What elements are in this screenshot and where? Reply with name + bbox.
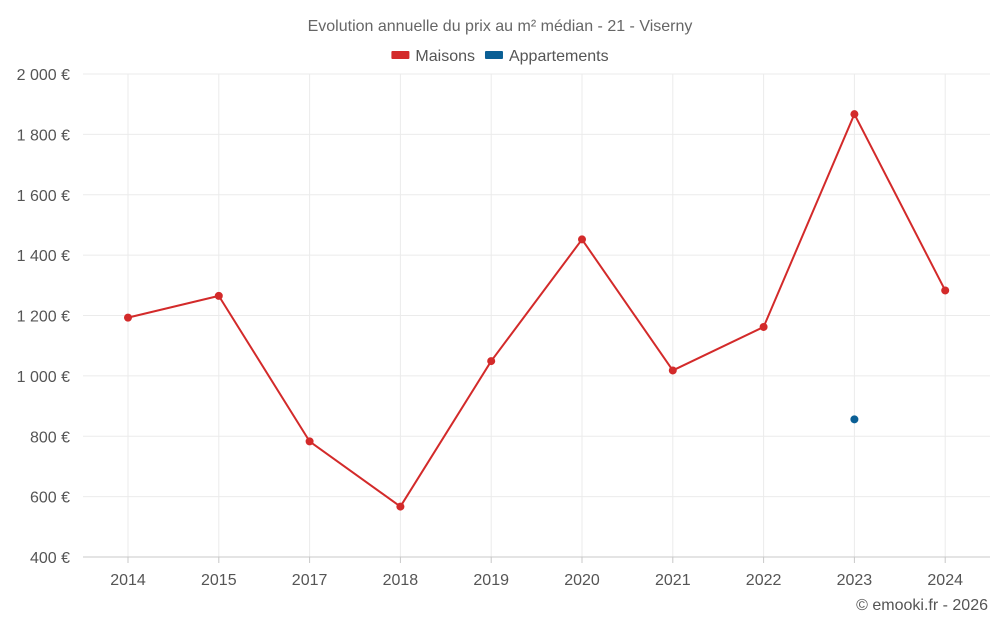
x-axis-ticks: 2014 2015 2017 2018 2019 2020 2021 2022 2023 2024 <box>110 557 963 589</box>
series-maisons <box>124 110 950 511</box>
data-point[interactable] <box>487 357 496 366</box>
x-gridlines <box>127 74 946 557</box>
data-point[interactable] <box>124 313 132 322</box>
data-point[interactable] <box>305 437 314 446</box>
data-point[interactable] <box>578 235 586 244</box>
series-layer <box>124 110 950 511</box>
y-axis-ticks: 400 € 600 € 800 € 1 000 € 1 200 € 1 400 € 1 60… <box>17 67 70 567</box>
credit-text: © emooki.fr - 2026 <box>856 597 988 614</box>
data-point[interactable] <box>850 415 859 424</box>
x-tick-label: 2022 <box>746 572 782 589</box>
x-tick-label: 2017 <box>292 572 328 589</box>
x-tick-label: 2021 <box>655 572 691 589</box>
data-point[interactable] <box>850 110 859 119</box>
data-point[interactable] <box>759 322 768 331</box>
legend-swatch <box>391 51 410 59</box>
data-point[interactable] <box>396 502 405 511</box>
series-appartements <box>850 415 859 424</box>
legend-item-appartements[interactable]: Appartements <box>484 48 609 65</box>
y-tick-label: 1 800 € <box>17 127 70 144</box>
data-point[interactable] <box>214 291 223 300</box>
legend: Maisons Appartements <box>391 48 609 65</box>
legend-label: Appartements <box>509 48 609 65</box>
y-tick-label: 600 € <box>30 490 70 507</box>
y-tick-label: 2 000 € <box>17 67 70 84</box>
x-tick-label: 2024 <box>927 572 963 589</box>
y-tick-label: 1 200 € <box>17 309 70 326</box>
y-tick-label: 1 600 € <box>17 188 70 205</box>
x-tick-label: 2015 <box>201 572 237 589</box>
y-tick-label: 800 € <box>30 429 70 446</box>
y-gridlines <box>83 73 990 558</box>
y-tick-label: 1 400 € <box>17 248 70 265</box>
legend-item-maisons[interactable]: Maisons <box>391 48 475 65</box>
x-tick-label: 2019 <box>473 572 509 589</box>
x-tick-label: 2023 <box>837 572 873 589</box>
y-tick-label: 1 000 € <box>17 369 70 386</box>
data-point[interactable] <box>668 366 677 375</box>
legend-label: Maisons <box>415 48 475 65</box>
x-tick-label: 2020 <box>564 572 600 589</box>
data-point[interactable] <box>941 286 950 295</box>
x-tick-label: 2014 <box>110 572 146 589</box>
legend-swatch <box>484 51 503 59</box>
series-line <box>127 113 947 508</box>
y-tick-label: 400 € <box>30 550 70 567</box>
chart-title: Evolution annuelle du prix au m² médian … <box>308 18 693 35</box>
x-tick-label: 2018 <box>383 572 419 589</box>
